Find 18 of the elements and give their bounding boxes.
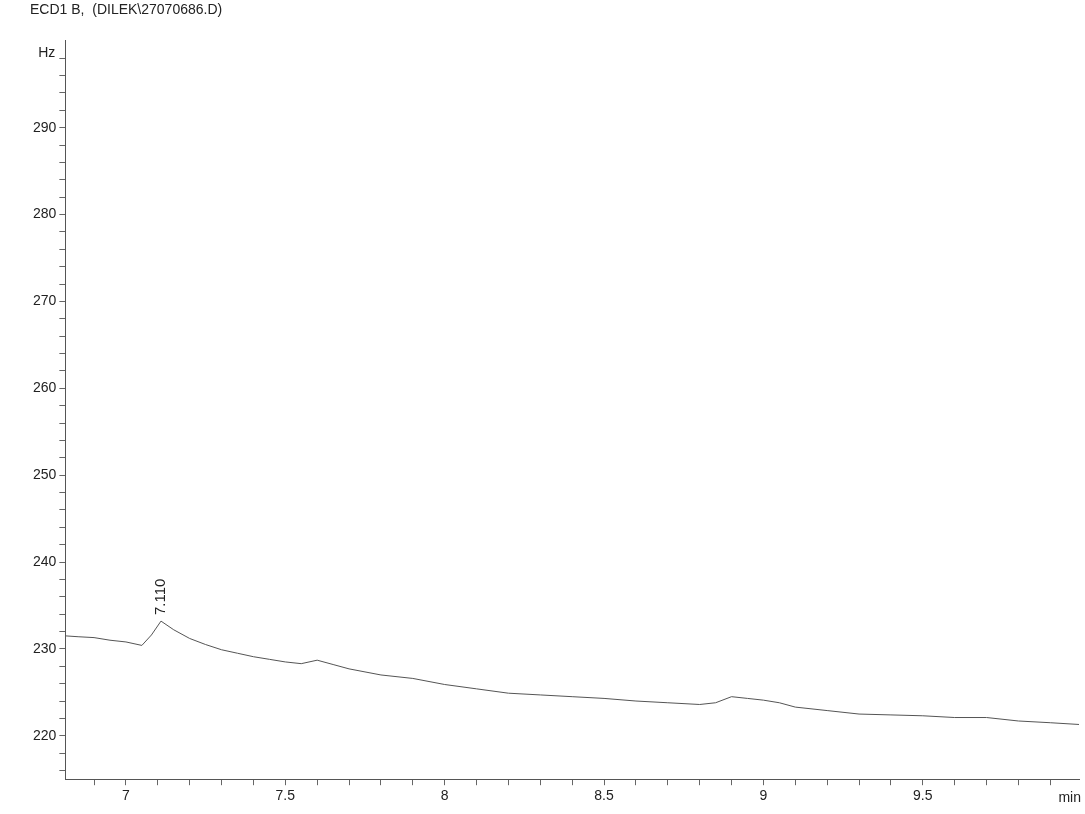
x-tick-label: 8 — [440, 787, 449, 804]
y-tick-label: 270 — [33, 292, 57, 309]
x-axis-title: min — [1058, 789, 1081, 806]
y-tick-label: 260 — [33, 379, 57, 396]
y-tick-label: 250 — [33, 466, 57, 483]
x-tick-label: 8.5 — [594, 787, 614, 804]
x-tick-label: 7 — [122, 787, 131, 804]
y-tick-label: 240 — [33, 552, 57, 569]
x-tick-label: 9.5 — [913, 787, 933, 804]
annotation: 7.110 — [151, 578, 169, 616]
y-axis-title: Hz — [38, 43, 56, 60]
y-tick-label: 220 — [33, 726, 57, 743]
y-tick-label: 230 — [33, 639, 57, 656]
chart-title: ECD1 B, (DILEK\27070686.D) — [30, 1, 223, 18]
y-tick-label: 290 — [33, 118, 57, 135]
x-tick-label: 7.5 — [275, 787, 296, 804]
x-tick-label: 9 — [759, 787, 768, 804]
y-tick-label: 280 — [33, 205, 57, 222]
